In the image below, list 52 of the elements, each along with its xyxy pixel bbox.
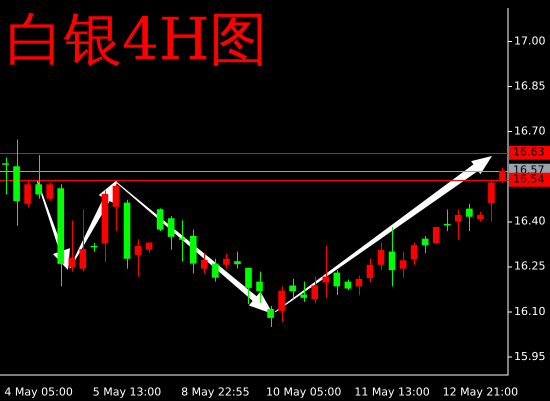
candlestick [146, 242, 152, 254]
candlestick [344, 278, 352, 291]
candlestick [422, 235, 428, 254]
y-tick-label: 17.00 [514, 34, 546, 48]
candlestick [256, 271, 263, 304]
candlestick [68, 220, 76, 272]
candlestick [322, 245, 330, 298]
candlestick [300, 281, 308, 302]
candlestick [388, 226, 396, 287]
candlestick [46, 182, 54, 202]
candlestick [400, 251, 406, 278]
y-tick-label: 16.25 [514, 260, 546, 273]
candlestick [156, 208, 164, 232]
candlestick [466, 203, 473, 232]
candlestick [454, 209, 462, 240]
x-tick-label: 4 May 05:00 [4, 385, 73, 398]
candlestick [356, 275, 362, 296]
candlestick [80, 208, 86, 272]
candlestick [134, 238, 142, 278]
y-tick-label: 16.10 [514, 304, 546, 318]
candlestick [311, 276, 318, 304]
y-tick-label: 16.40 [514, 214, 546, 228]
x-tick-label: 12 May 21:00 [442, 385, 518, 398]
candlestick [178, 220, 186, 262]
candlestick [410, 242, 418, 266]
candlestick [234, 251, 241, 270]
x-tick-label: 8 May 22:55 [181, 385, 250, 398]
candlestick [378, 242, 384, 271]
y-tick-label: 16.70 [514, 124, 546, 138]
candlestick [2, 157, 9, 196]
candlestick [477, 211, 484, 222]
y-tick-label: 15.95 [514, 350, 546, 363]
candlestick [267, 305, 274, 328]
candlestick [212, 258, 219, 282]
chart-title: 白银4H图 [6, 5, 268, 73]
candlestick [245, 267, 252, 305]
candlestick [168, 216, 174, 250]
candlestick [90, 242, 98, 252]
candlestick [35, 154, 42, 200]
candlestick [366, 258, 374, 283]
candlestick [334, 270, 340, 296]
candlestick [444, 209, 451, 232]
y-tick-label: 16.85 [514, 80, 546, 93]
x-tick-label: 10 May 05:00 [266, 385, 342, 398]
candlestick [112, 184, 120, 232]
ref-line-label: 16.63 [513, 146, 544, 159]
x-tick-label: 5 May 13:00 [92, 385, 162, 398]
candlestick [223, 253, 230, 270]
candlestick [200, 253, 208, 274]
candlestick [289, 278, 296, 299]
candlestick [278, 286, 285, 323]
x-tick-label: 11 May 13:00 [354, 385, 430, 398]
